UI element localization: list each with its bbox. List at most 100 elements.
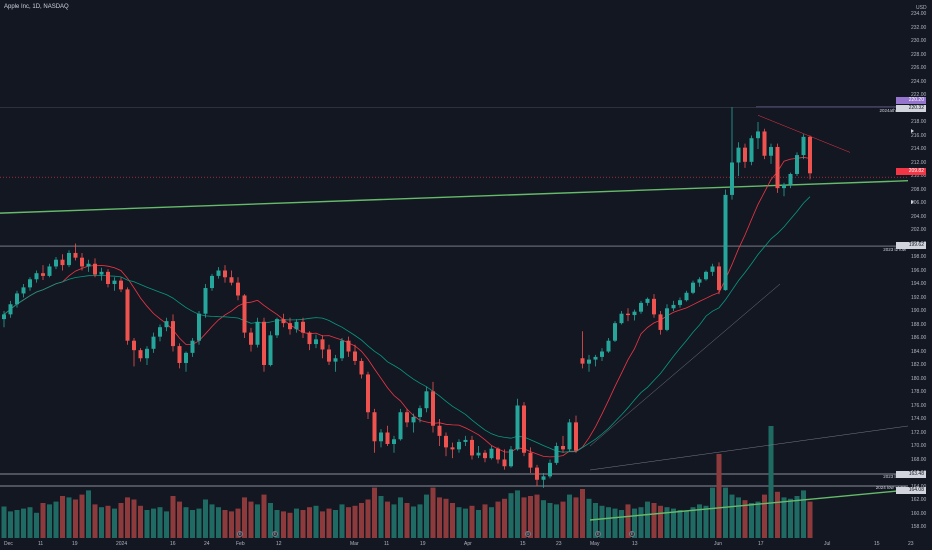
- candle-body: [808, 136, 812, 174]
- candle-body: [229, 277, 234, 283]
- volume-bar: [346, 507, 351, 538]
- arrow-icon[interactable]: [911, 200, 914, 204]
- volume-bar: [92, 504, 98, 538]
- time-tick-label: Jul: [824, 541, 831, 547]
- candle-body: [652, 298, 656, 315]
- candle-body: [528, 452, 533, 468]
- candle-body: [619, 313, 624, 324]
- volume-bar: [599, 505, 605, 538]
- candle-body: [197, 313, 201, 341]
- candle-body: [60, 259, 65, 266]
- candle-body: [8, 304, 13, 315]
- candle-body: [593, 356, 598, 360]
- candle-body: [782, 184, 786, 189]
- volume-bar: [105, 505, 111, 538]
- volume-bar: [443, 498, 449, 538]
- volume-bar: [157, 507, 163, 538]
- candle-body: [346, 340, 351, 352]
- candle-body: [47, 266, 52, 276]
- volume-bar: [534, 494, 540, 538]
- volume-bar: [73, 499, 78, 538]
- candle-body: [704, 271, 708, 280]
- price-tick-label: 224.00: [911, 78, 927, 85]
- volume-bar: [560, 501, 566, 538]
- price-tick-label: 210.00: [911, 173, 927, 179]
- time-tick-label: 17: [758, 541, 764, 547]
- candle-body: [470, 439, 474, 456]
- candle-body: [632, 311, 637, 316]
- candle-body: [210, 275, 214, 289]
- volume-bar: [183, 507, 189, 538]
- candle-body: [307, 332, 312, 345]
- candle-body: [132, 340, 136, 351]
- candle-body: [509, 449, 513, 467]
- candle-body: [190, 340, 195, 353]
- candle-body: [697, 279, 702, 283]
- volume-bar: [521, 497, 527, 538]
- candle-body: [340, 340, 344, 359]
- volume-bar: [131, 499, 137, 538]
- volume-bar: [255, 504, 260, 538]
- volume-bar: [209, 504, 215, 538]
- low2024-level-label: 2024 low · Low: [875, 485, 906, 490]
- volume-bar: [138, 505, 143, 538]
- time-tick-label: 13: [632, 541, 638, 547]
- candle-body: [522, 405, 526, 453]
- candle-body: [502, 459, 507, 467]
- volume-bar: [729, 494, 735, 538]
- high-price-label: 220.20: [896, 97, 926, 104]
- volume-bar: [307, 507, 312, 538]
- candle-body: [54, 259, 58, 267]
- volume-bar: [339, 504, 345, 538]
- volume-bar: [391, 504, 397, 538]
- earnings-event-icon[interactable]: E: [629, 531, 635, 537]
- earnings-event-icon[interactable]: E: [272, 531, 278, 537]
- symbol-title[interactable]: Apple Inc, 1D, NASDAQ: [4, 4, 69, 10]
- volume-bar: [781, 497, 787, 538]
- volume-bar: [112, 508, 117, 538]
- time-tick-label: May: [590, 541, 600, 547]
- arrow-icon[interactable]: [911, 129, 914, 133]
- earnings-event-icon[interactable]: E: [237, 531, 243, 537]
- candle-body: [795, 155, 799, 174]
- volume-bar: [677, 510, 683, 538]
- candle-body: [671, 304, 676, 309]
- volume-bar: [612, 508, 618, 538]
- candle-body: [723, 194, 728, 291]
- time-tick-label: 23: [556, 541, 562, 547]
- low2023-price-label: 199.62: [896, 242, 926, 249]
- volume-bar: [274, 510, 280, 538]
- volume-bar: [261, 494, 267, 538]
- volume-bar: [723, 487, 728, 538]
- price-tick-label: 212.00: [911, 159, 927, 166]
- candle-body: [67, 252, 71, 266]
- price-tick-label: 222.00: [911, 92, 927, 98]
- volume-bar: [807, 501, 813, 538]
- dividend-event-icon[interactable]: D: [525, 531, 531, 537]
- candle-body: [138, 350, 143, 359]
- volume-bar: [658, 505, 663, 538]
- volume-bar: [794, 496, 800, 538]
- volume-bar: [242, 497, 247, 538]
- candle-body: [255, 321, 260, 345]
- candle-body: [28, 279, 32, 288]
- volume-bar: [716, 454, 722, 538]
- candle-body: [606, 340, 611, 352]
- earnings-event-icon[interactable]: E: [595, 531, 601, 537]
- candle-body: [600, 351, 604, 357]
- volume-bar: [313, 505, 319, 538]
- candle-body: [548, 462, 552, 477]
- candle-body: [476, 452, 481, 456]
- candle-body: [145, 348, 149, 359]
- volume-bar: [1, 506, 7, 538]
- candle-body: [580, 358, 585, 364]
- volume-bar: [547, 503, 553, 538]
- price-tick-label: 228.00: [911, 51, 927, 58]
- volume-bar: [593, 503, 598, 538]
- volume-bar: [203, 499, 208, 538]
- volume-bar: [775, 491, 780, 538]
- volume-bar: [320, 511, 325, 538]
- candle-body: [645, 298, 650, 303]
